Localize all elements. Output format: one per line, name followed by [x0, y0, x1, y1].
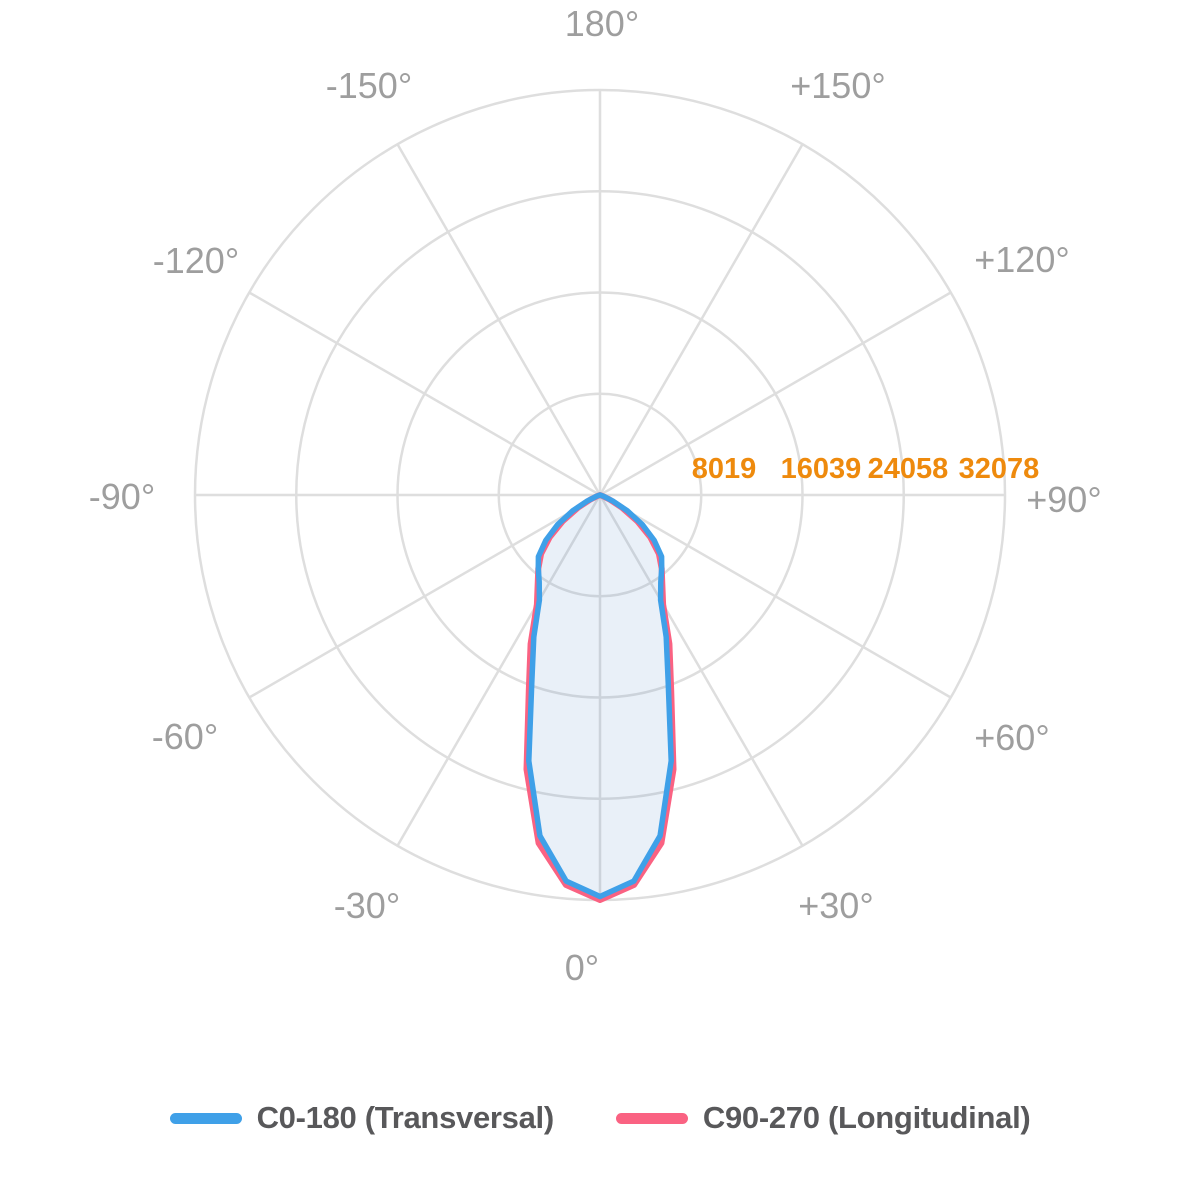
radial-tick-label-24058: 24058	[868, 453, 949, 485]
chart-area: 8019 16039 24058 32078 180° -150° +150° -120° +1…	[89, 3, 1102, 988]
c0-180-curve	[526, 492, 674, 900]
angle-tick-label--60: -60°	[152, 716, 218, 757]
legend-swatch-c0-180-icon	[169, 1112, 242, 1124]
c0-180-beam-fill	[528, 495, 672, 897]
angle-tick-label-180: 180°	[565, 3, 639, 44]
angle-tick-label--90: -90°	[89, 476, 155, 517]
angle-tick-label-p90: +90°	[1026, 479, 1101, 520]
radial-tick-label-32078: 32078	[959, 453, 1040, 485]
legend-label-c0-180: C0-180 (Transversal)	[256, 1100, 555, 1135]
angle-tick-label-p120: +120°	[974, 239, 1069, 280]
legend-item-c90-270[interactable]: C90-270 (Longitudinal)	[615, 1100, 1031, 1136]
radial-tick-label-16039: 16039	[781, 453, 862, 485]
legend: C0-180 (Transversal) C90-270 (Longitudin…	[0, 1100, 1200, 1136]
legend-swatch-c90-270-icon	[615, 1112, 688, 1124]
radial-tick-label-8019: 8019	[692, 453, 757, 485]
angle-tick-label-p150: +150°	[790, 65, 885, 106]
angle-tick-label--120: -120°	[153, 240, 239, 281]
legend-item-c0-180[interactable]: C0-180 (Transversal)	[169, 1100, 555, 1136]
angle-tick-label-p60: +60°	[974, 717, 1049, 758]
angle-tick-label--150: -150°	[326, 65, 412, 106]
polar-chart-svg: 8019 16039 24058 32078 180° -150° +150° -120° +1…	[89, 3, 1102, 988]
angle-tick-label-p30: +30°	[798, 885, 873, 926]
angle-tick-label-0: 0°	[565, 947, 599, 988]
legend-label-c90-270: C90-270 (Longitudinal)	[702, 1100, 1031, 1135]
angle-tick-label--30: -30°	[334, 885, 400, 926]
